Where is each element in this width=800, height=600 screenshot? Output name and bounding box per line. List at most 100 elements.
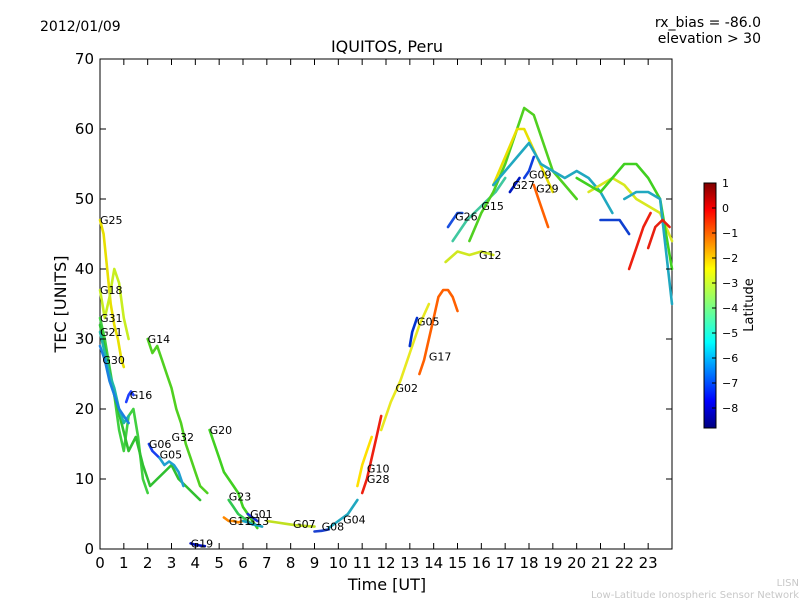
series-line-g-f bbox=[599, 218, 631, 236]
x-tick-label: 19 bbox=[543, 554, 562, 572]
colorbar-tick-label: −4 bbox=[722, 302, 738, 315]
colorbar-label: Latitude bbox=[742, 278, 757, 332]
series-line-g13 bbox=[241, 519, 264, 528]
footer-network: Low-Latitude Ionospheric Sensor Network bbox=[591, 590, 799, 600]
series-line-g06 bbox=[147, 442, 161, 460]
series-line-g29 bbox=[532, 183, 550, 229]
series-label-g08: G08 bbox=[322, 521, 345, 534]
series-line-g26 bbox=[446, 211, 464, 229]
footer-lisn: LISN bbox=[777, 578, 799, 589]
x-tick-label: 16 bbox=[472, 554, 491, 572]
series-line-g-h bbox=[622, 190, 674, 306]
colorbar-tick-label: −1 bbox=[722, 227, 738, 240]
series-label-g17: G17 bbox=[429, 351, 452, 364]
y-tick-label: 50 bbox=[75, 190, 94, 208]
x-tick-label: 13 bbox=[400, 554, 419, 572]
y-tick-label: 40 bbox=[75, 260, 94, 278]
x-tick-label: 1 bbox=[119, 554, 129, 572]
series-label-g11: G11 bbox=[229, 515, 252, 528]
x-tick-label: 9 bbox=[310, 554, 320, 572]
series-line-g09 bbox=[522, 155, 536, 180]
series-label-g16: G16 bbox=[130, 389, 153, 402]
x-tick-label: 17 bbox=[496, 554, 515, 572]
x-axis-ticks: 0 1 2 3 4 5 6 7 8 9 10 11 12 13 14 15 16 17 18 19 20 21 22 23 bbox=[95, 59, 658, 572]
series-line-g-a bbox=[468, 106, 579, 243]
plot-frame bbox=[99, 58, 673, 550]
colorbar-tick-label: −2 bbox=[722, 252, 738, 265]
plot-area: G25G18G31G32G21G30G16G14G06G05G20G23G01G… bbox=[75, 50, 674, 572]
series-line-g-b bbox=[491, 127, 555, 194]
series-line-g04 bbox=[327, 498, 359, 530]
x-tick-label: 0 bbox=[95, 554, 105, 572]
date-label: 2012/01/09 bbox=[40, 19, 121, 35]
colorbar-gradient bbox=[703, 182, 717, 429]
series-line-g14 bbox=[146, 337, 209, 495]
colorbar-tick-label: −7 bbox=[722, 377, 738, 390]
y-tick-label: 0 bbox=[84, 540, 94, 558]
colorbar-tick-label: −8 bbox=[722, 402, 738, 415]
x-tick-label: 2 bbox=[143, 554, 153, 572]
y-axis-label: TEC [UNITS] bbox=[51, 256, 70, 354]
series-line-g01 bbox=[246, 512, 259, 523]
series-line-g18 bbox=[98, 267, 130, 341]
colorbar-tick-label: −3 bbox=[722, 277, 738, 290]
series-line-g17 bbox=[418, 288, 459, 376]
series-line-g08 bbox=[313, 528, 331, 533]
series-label-g06: G06 bbox=[149, 438, 172, 451]
series-label-g13: G13 bbox=[247, 515, 270, 528]
series-label-g07: G07 bbox=[293, 518, 316, 531]
x-tick-label: 3 bbox=[167, 554, 177, 572]
series-line-g12 bbox=[444, 250, 495, 264]
colorbar-tick-label: 0 bbox=[722, 202, 729, 215]
x-tick-label: 4 bbox=[191, 554, 201, 572]
series-label-g19: G19 bbox=[191, 537, 214, 550]
y-tick-label: 60 bbox=[75, 120, 94, 138]
elevation-label: elevation > 30 bbox=[658, 31, 761, 47]
x-tick-label: 8 bbox=[286, 554, 296, 572]
series-line-g05-2 bbox=[408, 316, 419, 348]
series-label-g02: G02 bbox=[396, 382, 419, 395]
series-line-g19 bbox=[189, 542, 207, 548]
series-line-g16 bbox=[124, 390, 135, 404]
series-label-g18: G18 bbox=[100, 284, 123, 297]
series-line-g-d bbox=[587, 176, 674, 243]
colorbar: 1 0 −1 −2 −3 −4 −5 −6 −7 −8 Latitude bbox=[703, 177, 757, 429]
series-line-g11 bbox=[222, 516, 245, 524]
series-line-g-i bbox=[646, 218, 671, 250]
colorbar-tick-label: −6 bbox=[722, 352, 738, 365]
colorbar-tick-label: −5 bbox=[722, 327, 738, 340]
x-tick-label: 5 bbox=[214, 554, 224, 572]
x-tick-label: 23 bbox=[639, 554, 658, 572]
rx-bias-label: rx_bias = -86.0 bbox=[655, 15, 761, 31]
series-label-g09: G09 bbox=[529, 169, 552, 182]
series-line-g07 bbox=[265, 519, 316, 528]
series-label-g01: G01 bbox=[250, 508, 273, 521]
series-line-g-e bbox=[575, 162, 674, 271]
y-tick-label: 70 bbox=[75, 50, 94, 68]
series-line-g15 bbox=[451, 176, 507, 243]
series-label-g31: G31 bbox=[100, 312, 123, 325]
series-line-g10 bbox=[356, 435, 374, 488]
series-label-g12: G12 bbox=[479, 249, 502, 262]
chart-title: IQUITOS, Peru bbox=[331, 37, 443, 56]
series-label-g04: G04 bbox=[343, 514, 366, 527]
series-label-g10: G10 bbox=[367, 463, 390, 476]
series-label-g30: G30 bbox=[102, 354, 125, 367]
series-line-g05 bbox=[158, 456, 185, 488]
y-axis-ticks: 0 10 20 30 40 50 60 70 bbox=[75, 50, 672, 558]
series-label-g14: G14 bbox=[148, 333, 171, 346]
x-tick-label: 10 bbox=[329, 554, 348, 572]
series-line-g02 bbox=[379, 302, 431, 432]
series-label-g21: G21 bbox=[100, 326, 123, 339]
x-tick-label: 15 bbox=[448, 554, 467, 572]
series-label-g27: G27 bbox=[512, 179, 535, 192]
x-tick-label: 21 bbox=[591, 554, 610, 572]
series-label-g32: G32 bbox=[172, 431, 195, 444]
x-tick-label: 12 bbox=[376, 554, 395, 572]
x-axis-label: Time [UT] bbox=[347, 575, 426, 594]
x-tick-label: 6 bbox=[238, 554, 248, 572]
x-tick-label: 18 bbox=[519, 554, 538, 572]
y-tick-label: 30 bbox=[75, 330, 94, 348]
series-label-g15: G15 bbox=[481, 200, 504, 213]
